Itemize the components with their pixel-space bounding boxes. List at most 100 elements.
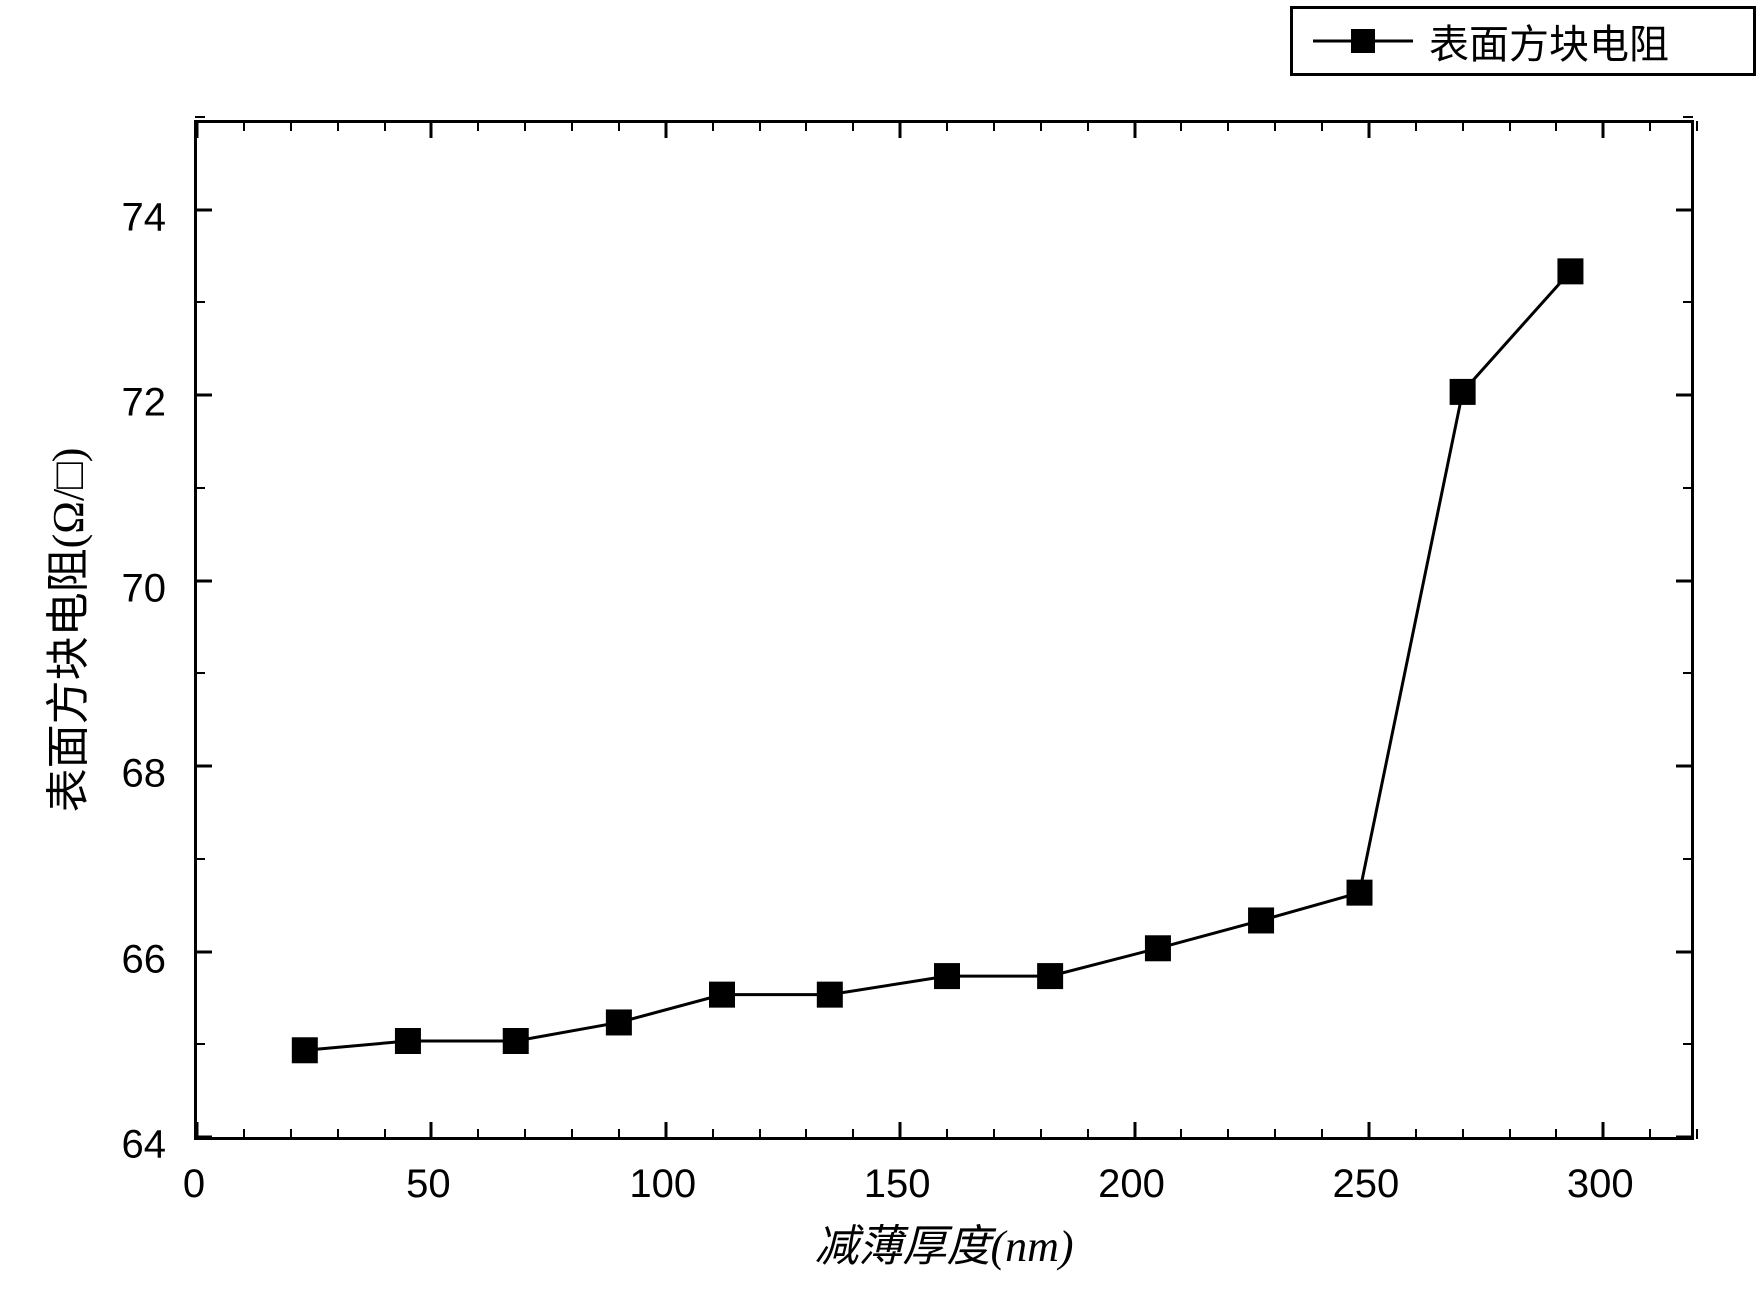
y-major-tick (1676, 208, 1694, 211)
x-minor-tick (384, 1129, 386, 1139)
y-minor-tick (1683, 301, 1693, 303)
plot-area (194, 120, 1694, 1140)
x-minor-tick (1274, 1129, 1276, 1139)
x-minor-tick (337, 121, 339, 131)
x-minor-tick (1462, 121, 1464, 131)
series-marker (817, 982, 843, 1008)
x-major-tick (1133, 1122, 1136, 1140)
x-major-tick (664, 1122, 667, 1140)
x-major-tick (899, 120, 902, 138)
y-major-tick (194, 208, 212, 211)
series-marker (395, 1028, 421, 1054)
x-minor-tick (1274, 121, 1276, 131)
chart-container: 表面方块电阻 减薄厚度(nm) 表面方块电阻(Ω/□) 050100150200… (0, 0, 1764, 1298)
x-minor-tick (1696, 1129, 1698, 1139)
series-marker (1450, 379, 1476, 405)
x-minor-tick (571, 121, 573, 131)
y-major-tick (1676, 394, 1694, 397)
legend-box: 表面方块电阻 (1290, 6, 1756, 76)
x-major-tick (196, 120, 199, 138)
series-marker (503, 1028, 529, 1054)
x-major-tick (1602, 1122, 1605, 1140)
y-minor-tick (1683, 116, 1693, 118)
x-minor-tick (1555, 1129, 1557, 1139)
x-minor-tick (1087, 121, 1089, 131)
x-major-tick (664, 120, 667, 138)
x-minor-tick (712, 1129, 714, 1139)
x-minor-tick (1321, 121, 1323, 131)
x-minor-tick (290, 121, 292, 131)
x-axis-label: 减薄厚度(nm) (814, 1210, 1073, 1274)
x-minor-tick (1649, 1129, 1651, 1139)
x-minor-tick (1415, 121, 1417, 131)
y-major-tick (1676, 765, 1694, 768)
x-minor-tick (524, 121, 526, 131)
x-tick-label: 150 (864, 1162, 931, 1207)
y-major-tick (194, 579, 212, 582)
x-major-tick (430, 1122, 433, 1140)
x-minor-tick (618, 1129, 620, 1139)
x-minor-tick (805, 1129, 807, 1139)
x-minor-tick (946, 121, 948, 131)
x-minor-tick (993, 1129, 995, 1139)
x-minor-tick (1415, 1129, 1417, 1139)
x-minor-tick (1509, 121, 1511, 131)
series-line (305, 271, 1571, 1050)
x-major-tick (1133, 120, 1136, 138)
y-tick-label: 72 (122, 381, 167, 426)
y-axis-label: 表面方块电阻(Ω/□) (32, 448, 96, 813)
y-tick-label: 70 (122, 566, 167, 611)
x-minor-tick (852, 1129, 854, 1139)
x-minor-tick (805, 121, 807, 131)
y-minor-tick (195, 116, 205, 118)
x-tick-label: 300 (1567, 1162, 1634, 1207)
x-tick-label: 250 (1333, 1162, 1400, 1207)
y-tick-label: 74 (122, 195, 167, 240)
y-major-tick (1676, 950, 1694, 953)
y-major-tick (194, 1136, 212, 1139)
x-minor-tick (1696, 121, 1698, 131)
series-marker (292, 1037, 318, 1063)
x-minor-tick (712, 121, 714, 131)
legend-line-left (1313, 40, 1351, 43)
series-marker (606, 1009, 632, 1035)
x-minor-tick (1180, 1129, 1182, 1139)
y-minor-tick (195, 672, 205, 674)
legend-marker-segment (1313, 26, 1413, 56)
x-minor-tick (1227, 1129, 1229, 1139)
x-minor-tick (759, 1129, 761, 1139)
x-minor-tick (1509, 1129, 1511, 1139)
x-minor-tick (1462, 1129, 1464, 1139)
x-tick-label: 0 (183, 1162, 205, 1207)
y-major-tick (194, 765, 212, 768)
y-minor-tick (1683, 672, 1693, 674)
y-minor-tick (195, 1043, 205, 1045)
x-minor-tick (1040, 121, 1042, 131)
series-marker (1145, 935, 1171, 961)
x-tick-label: 50 (406, 1162, 451, 1207)
x-minor-tick (993, 121, 995, 131)
y-major-tick (194, 950, 212, 953)
series-marker (1347, 880, 1373, 906)
x-minor-tick (852, 121, 854, 131)
x-major-tick (430, 120, 433, 138)
data-series-svg (197, 123, 1697, 1143)
x-minor-tick (337, 1129, 339, 1139)
y-minor-tick (1683, 1043, 1693, 1045)
y-minor-tick (1683, 487, 1693, 489)
x-minor-tick (1555, 121, 1557, 131)
series-marker (709, 982, 735, 1008)
x-minor-tick (1227, 121, 1229, 131)
x-major-tick (1602, 120, 1605, 138)
y-tick-label: 68 (122, 752, 167, 797)
y-minor-tick (1683, 858, 1693, 860)
x-minor-tick (477, 1129, 479, 1139)
x-minor-tick (1087, 1129, 1089, 1139)
x-minor-tick (618, 121, 620, 131)
x-major-tick (1367, 120, 1370, 138)
y-major-tick (1676, 579, 1694, 582)
y-minor-tick (195, 487, 205, 489)
y-major-tick (194, 394, 212, 397)
x-minor-tick (477, 121, 479, 131)
series-marker (934, 963, 960, 989)
